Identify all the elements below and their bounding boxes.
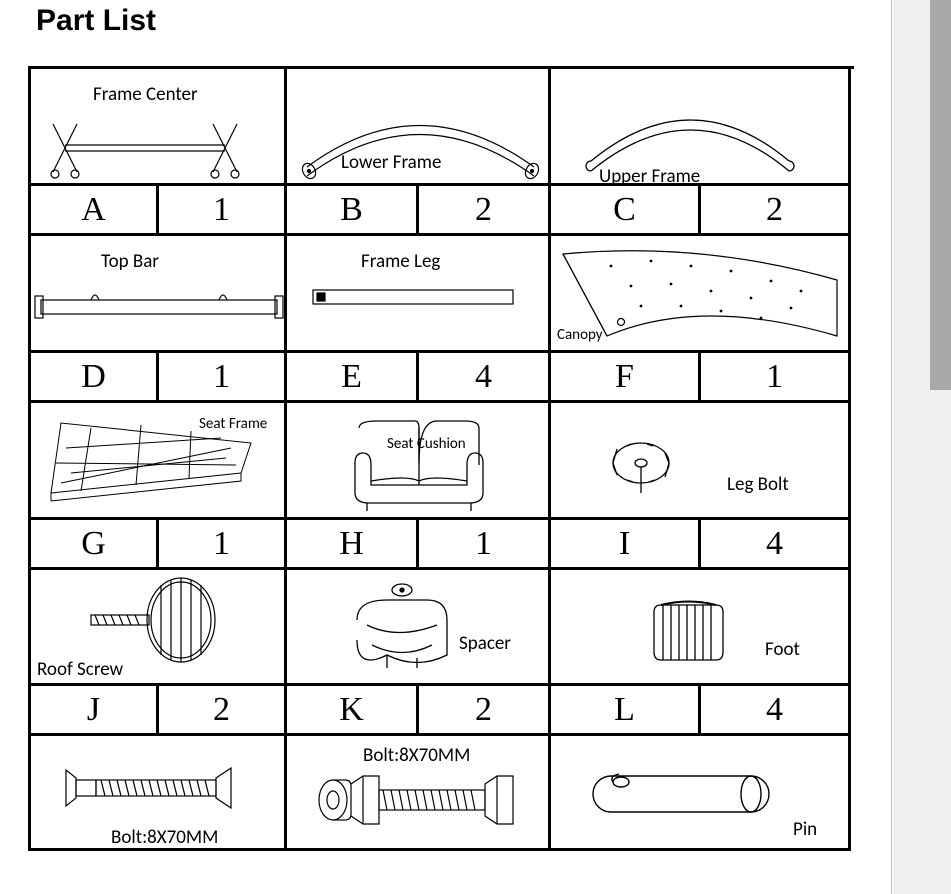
part-cell-a: Frame Center	[31, 69, 287, 186]
table-row: Bolt:8X70MM	[31, 736, 854, 851]
lower-frame-icon	[287, 69, 551, 186]
part-cell-n: Bolt:8X70MM	[287, 736, 551, 851]
part-qty: 4	[701, 520, 851, 570]
table-row: Top Bar Frame Leg	[31, 236, 854, 353]
table-row: Roof Screw Spacer	[31, 570, 854, 686]
seat-cushion-icon	[287, 403, 551, 520]
part-qty: 1	[159, 186, 287, 236]
frame-leg-icon	[287, 236, 551, 353]
table-row: Seat Frame Seat Cushion	[31, 403, 854, 520]
part-qty: 2	[419, 186, 551, 236]
table-row: Frame Center	[31, 69, 854, 186]
part-code: I	[551, 520, 701, 570]
roof-screw-icon	[31, 570, 287, 686]
spacer-icon	[287, 570, 551, 686]
part-qty: 1	[159, 520, 287, 570]
document-page: Part List Frame Center	[0, 0, 892, 894]
part-cell-g: Seat Frame	[31, 403, 287, 520]
part-code: D	[31, 353, 159, 403]
parts-table: Frame Center	[28, 66, 854, 851]
part-code: E	[287, 353, 419, 403]
scrollbar-area	[893, 0, 951, 894]
seat-frame-icon	[31, 403, 287, 520]
part-cell-k: Spacer	[287, 570, 551, 686]
bolt-nut-icon	[287, 736, 551, 851]
part-qty: 4	[419, 353, 551, 403]
part-cell-h: Seat Cushion	[287, 403, 551, 520]
part-code: L	[551, 686, 701, 736]
part-cell-c: Upper Frame	[551, 69, 851, 186]
part-code: K	[287, 686, 419, 736]
page-title: Part List	[36, 4, 156, 38]
bolt-icon	[31, 736, 287, 851]
part-qty: 4	[701, 686, 851, 736]
part-cell-l: Foot	[551, 570, 851, 686]
part-qty: 2	[701, 186, 851, 236]
pin-icon	[551, 736, 851, 851]
scrollbar-track[interactable]	[930, 0, 951, 894]
part-cell-o: Pin	[551, 736, 851, 851]
part-code: J	[31, 686, 159, 736]
part-cell-j: Roof Screw	[31, 570, 287, 686]
part-code: F	[551, 353, 701, 403]
scrollbar-thumb[interactable]	[930, 0, 951, 390]
canopy-icon	[551, 236, 851, 353]
part-code: H	[287, 520, 419, 570]
upper-frame-icon	[551, 69, 851, 186]
part-qty: 2	[419, 686, 551, 736]
part-cell-m: Bolt:8X70MM	[31, 736, 287, 851]
foot-icon	[551, 570, 851, 686]
part-cell-i: Leg Bolt	[551, 403, 851, 520]
part-cell-e: Frame Leg	[287, 236, 551, 353]
leg-bolt-icon	[551, 403, 851, 520]
table-row: A 1 B 2 C 2	[31, 186, 854, 236]
top-bar-icon	[31, 236, 287, 353]
part-qty: 1	[159, 353, 287, 403]
part-qty: 2	[159, 686, 287, 736]
table-row: J 2 K 2 L 4	[31, 686, 854, 736]
part-cell-f: Canopy	[551, 236, 851, 353]
part-code: B	[287, 186, 419, 236]
frame-center-icon	[31, 69, 287, 186]
part-qty: 1	[419, 520, 551, 570]
table-row: D 1 E 4 F 1	[31, 353, 854, 403]
part-code: A	[31, 186, 159, 236]
part-cell-d: Top Bar	[31, 236, 287, 353]
part-cell-b: Lower Frame	[287, 69, 551, 186]
table-row: G 1 H 1 I 4	[31, 520, 854, 570]
part-code: C	[551, 186, 701, 236]
part-qty: 1	[701, 353, 851, 403]
part-code: G	[31, 520, 159, 570]
